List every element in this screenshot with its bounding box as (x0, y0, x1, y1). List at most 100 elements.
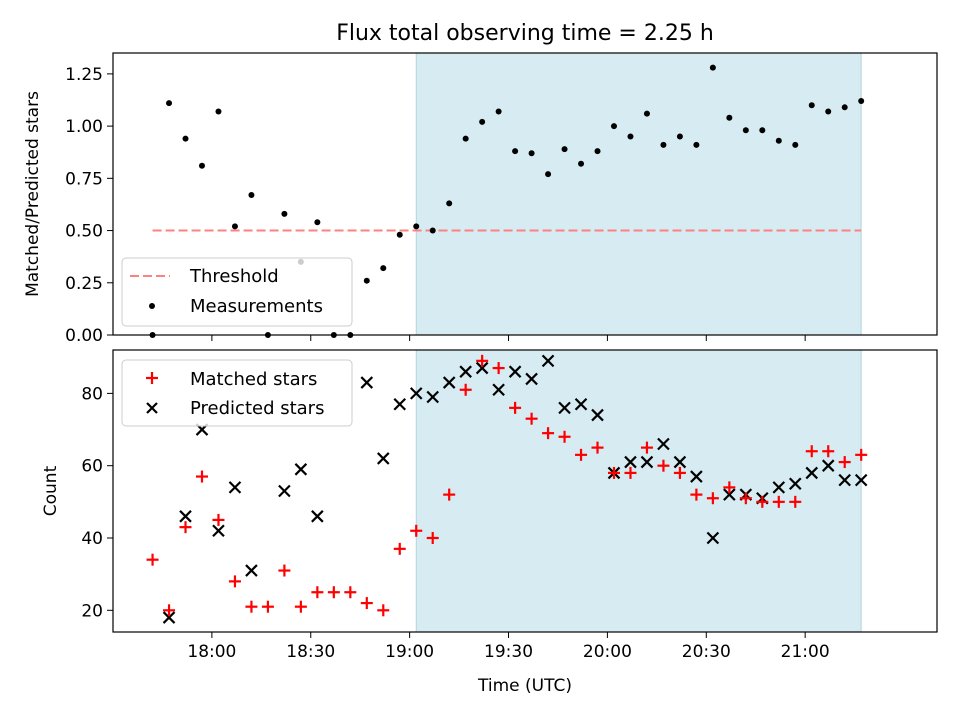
matched-star-marker (525, 412, 538, 425)
x-tick-label: 20:30 (682, 642, 731, 662)
matched-star-marker (294, 600, 307, 613)
matched-stars-points (146, 354, 868, 617)
matched-star-marker (163, 604, 176, 617)
matched-star-marker (542, 427, 555, 440)
predicted-star-marker (657, 437, 670, 451)
measurement-point (182, 135, 189, 142)
predicted-star-marker (245, 564, 258, 577)
matched-star-marker (690, 488, 703, 501)
matched-star-marker (673, 466, 686, 479)
measurement-point (314, 219, 321, 226)
predicted-star-marker (838, 473, 851, 487)
measurement-point (479, 118, 486, 125)
ratio-y-axis: 0.00 0.25 0.50 0.75 1.00 1.25 (65, 65, 113, 346)
matched-star-marker (459, 383, 472, 396)
predicted-star-marker (821, 459, 835, 472)
matched-star-marker (360, 597, 373, 610)
measurement-point (396, 231, 403, 238)
measurement-point (578, 160, 585, 167)
measurement-point (742, 127, 749, 134)
predicted-star-marker (409, 387, 423, 400)
matched-star-marker (772, 495, 785, 508)
matched-star-marker (756, 495, 769, 508)
matched-star-marker (492, 362, 505, 375)
measurement-point (380, 265, 387, 272)
matched-star-marker (146, 553, 159, 566)
matched-star-marker (261, 600, 274, 613)
y-tick-label: 20 (81, 601, 103, 621)
matched-star-marker (327, 586, 340, 599)
predicted-star-marker (772, 481, 786, 494)
count-legend-box (121, 359, 353, 427)
predicted-star-marker (723, 488, 736, 501)
matched-star-marker (838, 456, 851, 469)
predicted-star-marker (459, 365, 472, 378)
x-tick-label: 19:00 (385, 642, 434, 662)
x-tick-label: 18:00 (187, 642, 236, 662)
x-tick-label: 21:00 (781, 642, 830, 662)
measurement-point (561, 146, 568, 153)
count-panel-frame (112, 349, 938, 633)
matched-star-marker (558, 430, 571, 443)
measurement-point (643, 110, 650, 117)
observing-window-shade (415, 349, 862, 633)
matched-star-marker (245, 600, 258, 613)
chart-title: Flux total observing time = 2.25 h (336, 21, 714, 46)
matched-star-marker (509, 401, 522, 414)
matched-star-marker (855, 448, 868, 461)
matched-legend-swatch (146, 372, 158, 384)
x-tick-label: 20:00 (583, 642, 632, 662)
measurement-point (709, 64, 716, 71)
matched-star-marker (607, 466, 620, 479)
measurement-point (166, 100, 173, 107)
predicted-star-marker (426, 390, 439, 404)
count-panel: 20 40 60 80 18:00 18:30 19:00 19:30 20:00 20:30 2… (41, 349, 938, 696)
matched-star-marker (426, 532, 439, 544)
matched-star-marker (476, 354, 489, 367)
predicted-star-marker (574, 397, 588, 411)
predicted-star-marker (376, 452, 390, 465)
matched-star-marker (377, 604, 390, 617)
matched-star-marker (228, 575, 241, 588)
measurement-point (215, 108, 222, 115)
measurement-point (792, 141, 799, 148)
matched-star-marker (393, 542, 406, 555)
measurement-point (231, 223, 238, 230)
matched-star-marker (344, 586, 357, 599)
matched-star-marker (179, 521, 192, 534)
y-tick-label: 60 (81, 457, 103, 477)
ratio-legend: Threshold Measurements (121, 257, 353, 327)
measurement-point (446, 200, 453, 207)
measurement-point (281, 210, 288, 217)
measurement-point (248, 192, 255, 199)
time-x-axis: 18:00 18:30 19:00 19:30 20:00 20:30 21:00 (187, 632, 830, 662)
predicted-star-marker (690, 470, 703, 483)
predicted-legend-label: Predicted stars (190, 398, 324, 419)
observing-window-shade (415, 52, 862, 336)
measurement-point (841, 104, 848, 111)
predicted-star-marker (442, 376, 456, 389)
y-tick-label: 0.50 (65, 222, 103, 242)
matched-star-marker (591, 441, 604, 454)
predicted-star-marker (294, 463, 308, 476)
predicted-legend-swatch (146, 402, 158, 414)
predicted-star-marker (525, 372, 538, 386)
x-tick-label: 19:30 (484, 642, 533, 662)
matched-legend-label: Matched stars (190, 369, 317, 390)
measurement-point (429, 227, 436, 234)
measurements-legend-label: Measurements (190, 296, 323, 317)
predicted-star-marker (591, 408, 604, 422)
x-tick-label: 18:30 (286, 642, 335, 662)
measurement-point (545, 171, 552, 178)
matched-star-marker (443, 488, 456, 501)
measurement-point (495, 108, 502, 115)
predicted-star-marker (179, 510, 192, 523)
ratio-panel-frame (112, 52, 938, 336)
matched-star-marker (624, 466, 637, 479)
matched-star-marker (706, 492, 719, 505)
ratio-x-ticks (211, 335, 806, 341)
predicted-star-marker (228, 481, 242, 494)
y-tick-label: 0.00 (65, 326, 103, 346)
measurement-point (726, 114, 733, 121)
predicted-star-marker (788, 477, 802, 491)
